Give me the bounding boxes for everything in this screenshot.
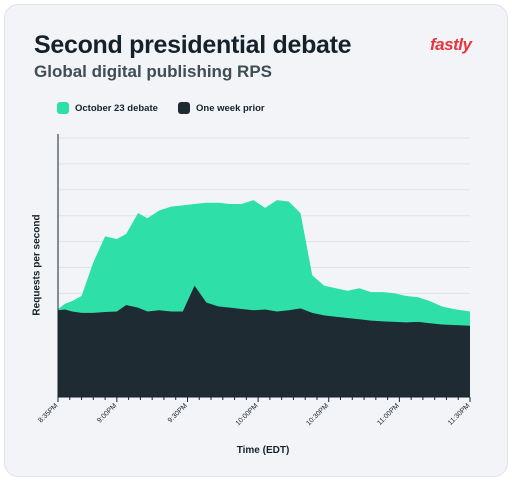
legend-item-debate: October 23 debate <box>57 101 158 115</box>
x-tick-label: 11:00PM <box>376 402 401 427</box>
legend-label-prior: One week prior <box>196 102 265 114</box>
chart-title: Second presidential debate <box>34 31 352 59</box>
chart-subtitle: Global digital publishing RPS <box>34 62 272 81</box>
legend-swatch-debate <box>57 102 69 114</box>
x-tick-label: 9:00PM <box>96 402 118 424</box>
x-tick-label: 10:00PM <box>235 402 260 427</box>
x-axis-label: Time (EDT) <box>236 445 290 456</box>
legend-label-debate: October 23 debate <box>75 102 158 114</box>
legend-item-prior: One week prior <box>178 101 265 115</box>
y-axis-label: Requests per second <box>31 214 43 316</box>
x-tick-label: 11:30PM <box>447 402 472 427</box>
series-area-one-week-prior <box>58 285 470 397</box>
fastly-logo: fastly <box>430 35 472 54</box>
x-tick-label: 9:30PM <box>167 402 189 424</box>
x-tick-label: 10:30PM <box>305 402 330 427</box>
legend-swatch-prior <box>178 102 190 114</box>
x-tick-label: 8:35PM <box>37 402 59 424</box>
